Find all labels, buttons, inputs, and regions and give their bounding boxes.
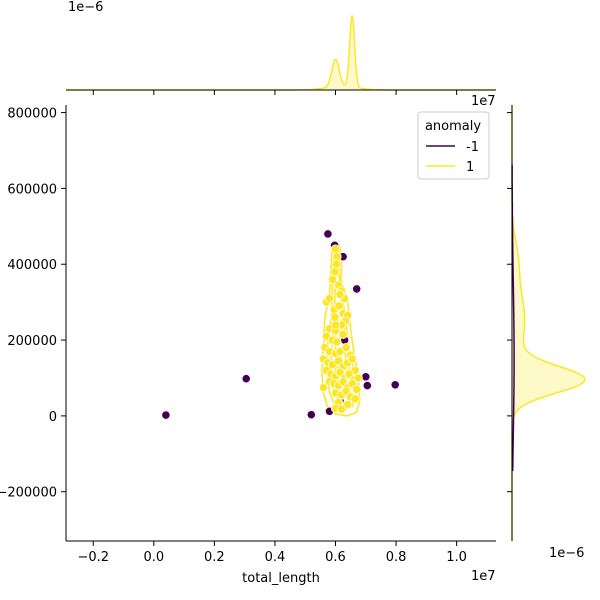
normal-point	[332, 337, 342, 347]
right-marginal-plot: 1e−6	[507, 105, 586, 561]
normal-point	[330, 320, 341, 330]
x-tick-label: 0.0	[143, 550, 164, 565]
normal-point	[353, 373, 363, 383]
legend: anomaly -1 1	[417, 111, 490, 180]
normal-point	[347, 354, 357, 364]
y-tick-label: 0	[49, 410, 57, 425]
right-marginal-ticks	[507, 112, 512, 493]
main-plot: −0.2 0.0 0.2 0.4 0.6 0.8 1.0 −200000 0 200000 400…	[0, 94, 496, 586]
top-marginal-density-line	[66, 15, 496, 91]
y-tick-label: 400000	[7, 258, 57, 273]
legend-title: anomaly	[425, 119, 481, 134]
x-tick-label: 0.4	[265, 550, 286, 565]
normal-point	[335, 289, 345, 300]
top-marginal-ticks	[92, 90, 458, 95]
x-tick-label: 0.8	[386, 550, 407, 565]
anomaly-point	[390, 380, 400, 390]
normal-point	[318, 382, 328, 393]
normal-point	[330, 312, 340, 322]
x-tick-label: 0.2	[204, 550, 225, 565]
normal-point	[330, 244, 341, 254]
anomaly-point	[362, 380, 372, 391]
top-right-offset-text: 1e7	[471, 94, 496, 109]
top-marginal-offset-text: 1e−6	[68, 0, 103, 15]
x-tick-label: 0.6	[325, 550, 346, 565]
normal-point	[327, 274, 338, 284]
anomaly-point	[352, 284, 362, 294]
right-marginal-offset-text: 1e−6	[549, 546, 584, 561]
right-marginal-density-fill	[512, 105, 585, 541]
normal-point	[336, 404, 347, 414]
legend-label-anomaly: -1	[466, 140, 479, 155]
normal-point	[338, 329, 348, 339]
y-axis-ticks: −200000 0 200000 400000 600000 800000	[0, 107, 66, 501]
anomaly-point	[306, 410, 316, 420]
normal-point	[330, 267, 340, 277]
x-tick-label: −0.2	[77, 550, 109, 565]
normal-point	[350, 394, 360, 404]
normal-point	[331, 259, 341, 269]
normal-point	[324, 293, 335, 303]
normal-point	[352, 384, 362, 394]
top-marginal-plot: 1e−6	[66, 0, 496, 95]
anomaly-point	[161, 410, 171, 420]
scatter-points	[161, 229, 400, 420]
x-axis-offset-text: 1e7	[471, 569, 496, 584]
y-tick-label: 800000	[7, 107, 57, 122]
y-tick-label: 600000	[7, 182, 57, 197]
anomaly-point	[323, 229, 333, 239]
normal-point	[334, 301, 344, 311]
x-tick-label: 1.0	[446, 550, 467, 565]
x-axis-ticks: −0.2 0.0 0.2 0.4 0.6 0.8 1.0	[77, 541, 467, 565]
anomaly-point	[241, 374, 251, 384]
y-tick-label: −200000	[0, 486, 57, 501]
x-axis-label: total_length	[242, 571, 320, 586]
normal-point	[342, 399, 353, 410]
anomaly-point	[361, 372, 371, 382]
normal-point	[341, 342, 351, 353]
y-tick-label: 200000	[7, 334, 57, 349]
top-marginal-density-fill	[66, 15, 496, 90]
legend-label-normal: 1	[466, 160, 474, 175]
